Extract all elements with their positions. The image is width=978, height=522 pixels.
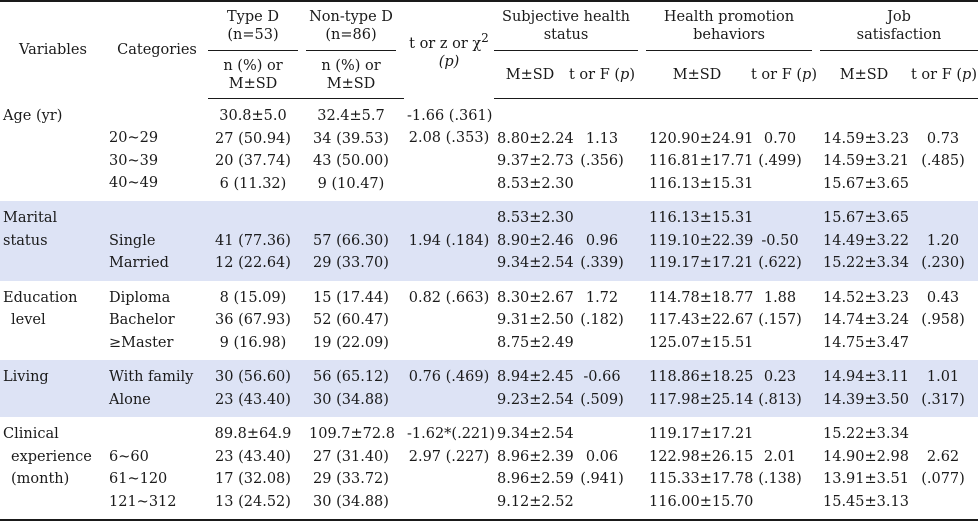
cell-subj-msd: 8.94±2.45 9.23±2.54: [494, 360, 574, 417]
cell-subj-tf: 0.96 (.339): [566, 201, 638, 281]
cell-subj-msd: 8.30±2.67 9.31±2.50 8.75±2.49: [497, 289, 574, 351]
cell-category: Diploma Bachelor ≥Master: [109, 289, 175, 351]
cell-non-type-d: 56 (65.12) 30 (34.88): [306, 360, 396, 417]
table-header: Variables Categories Type D (n=53) Non-ty…: [0, 0, 978, 99]
cell-job-msd: 15.67±3.65 14.49±3.22 15.22±3.34: [820, 201, 909, 281]
header-categories: Categories: [106, 0, 208, 99]
cell-job-tf: 1.20 (.230): [908, 201, 978, 281]
cell-category: 20~29 30~39 40~49: [109, 130, 159, 191]
cell-non-type-d: 57 (66.30) 29 (33.70): [306, 201, 396, 281]
cell-hpb-msd: 114.78±18.77 117.43±22.67 125.07±15.51: [649, 289, 754, 351]
cell-subj-msd: 8.53±2.30 8.90±2.46 9.34±2.54: [494, 201, 574, 281]
cell-job-tf: 1.01 (.317): [908, 360, 978, 417]
cell-type-d: 89.8±64.9 23 (43.40) 17 (32.08) 13 (24.52): [208, 417, 298, 521]
header-test-stat: t or z or χ2 (p): [404, 0, 494, 99]
cell-test-stat: -1.66 (.361) 2.08 (.353): [407, 107, 493, 147]
cell-job-msd: 14.94±3.11 14.39±3.50: [820, 360, 909, 417]
subheader-job-msd: M±SD: [820, 50, 908, 99]
cell-hpb-msd: 119.17±17.21 122.98±26.15 115.33±17.78 116.…: [646, 417, 753, 521]
cell-test-stat: -1.62*(.221) 2.97 (.227): [404, 417, 495, 521]
cell-category: 6~60 61~120 121~312: [106, 417, 208, 521]
cell-test-stat: 0.76 (.469): [404, 360, 494, 417]
cell-job-msd: 15.22±3.34 14.90±2.98 13.91±3.51 15.45±3.13: [820, 417, 909, 521]
table-row: Education level Diploma Bachelor ≥Master 8 (1…: [0, 281, 978, 361]
cell-job-msd: 14.52±3.23 14.74±3.24 14.75±3.47: [823, 289, 909, 351]
subheader-hpb-msd: M±SD: [646, 50, 748, 99]
cell-job-tf: 2.62 (.077): [908, 417, 978, 521]
cell-type-d: 41 (77.36) 12 (22.64): [208, 201, 298, 281]
header-job-satisfaction: Job satisfaction: [820, 0, 978, 51]
table-body: Age (yr) 20~29 30~39 40~49 30.8±5.0 27 (50.9…: [0, 99, 978, 521]
cell-job-tf: 0.43 (.958): [921, 289, 965, 329]
cell-variable: Marital status: [0, 201, 106, 281]
header-variables: Variables: [0, 0, 106, 99]
cell-subj-tf: -0.66 (.509): [566, 360, 638, 417]
cell-non-type-d: 32.4±5.7 34 (39.53) 43 (50.00) 9 (10.47): [313, 108, 389, 192]
cell-type-d: 8 (15.09) 36 (67.93) 9 (16.98): [215, 289, 291, 351]
cell-hpb-tf: 0.23 (.813): [748, 360, 812, 417]
cell-hpb-tf: 2.01 (.138): [748, 417, 812, 521]
cell-hpb-msd: 118.86±18.25 117.98±25.14: [646, 360, 753, 417]
subheader-subj-tf: t or F (p): [566, 50, 638, 99]
cell-subj-msd: 9.34±2.54 8.96±2.39 8.96±2.59 9.12±2.52: [494, 417, 574, 521]
cell-variable: Clinical experience (month): [0, 417, 106, 521]
cell-hpb-tf: 0.70 (.499): [758, 130, 802, 170]
cell-non-type-d: 15 (17.44) 52 (60.47) 19 (22.09): [313, 289, 389, 351]
table-row: Age (yr) 20~29 30~39 40~49 30.8±5.0 27 (50.9…: [0, 99, 978, 202]
subheader-type-d-npct: n (%) or M±SD: [208, 50, 298, 99]
cell-job-msd: 14.59±3.23 14.59±3.21 15.67±3.65: [823, 130, 909, 192]
cell-test-stat: 0.82 (.663): [408, 289, 490, 306]
cell-subj-tf: 1.13 (.356): [580, 130, 624, 170]
cell-variable: Education level: [3, 289, 78, 329]
cell-non-type-d: 109.7±72.8 27 (31.40) 29 (33.72) 30 (34.88): [306, 417, 396, 521]
cell-category: With family Alone: [106, 360, 208, 417]
cell-subj-tf: 1.72 (.182): [580, 289, 624, 329]
cell-test-stat: 1.94 (.184): [404, 201, 494, 281]
cell-type-d: 30.8±5.0 27 (50.94) 20 (37.74) 6 (11.32): [215, 108, 291, 192]
cell-hpb-msd: 116.13±15.31 119.10±22.39 119.17±17.21: [646, 201, 753, 281]
table-row: Living With family Alone 30 (56.60) 23 (43.4…: [0, 360, 978, 417]
cell-hpb-tf: -0.50 (.622): [748, 201, 812, 281]
cell-variable: Age (yr): [3, 107, 63, 124]
table-row: Clinical experience (month) 6~60 61~120 121~…: [0, 417, 978, 521]
header-subjective-health: Subjective health status: [494, 0, 638, 51]
cell-category: Single Married: [106, 201, 208, 281]
subheader-non-type-d-npct: n (%) or M±SD: [306, 50, 396, 99]
subheader-job-tf: t or F (p): [908, 50, 978, 99]
table-row: Marital status Single Married 41 (77.36) 12…: [0, 201, 978, 281]
header-type-d: Type D (n=53): [208, 0, 298, 51]
header-non-type-d: Non-type D (n=86): [306, 0, 396, 51]
cell-subj-msd: 8.80±2.24 9.37±2.73 8.53±2.30: [497, 130, 574, 192]
header-health-promotion: Health promotion behaviors: [646, 0, 812, 51]
subheader-hpb-tf: t or F (p): [748, 50, 817, 99]
cell-variable: Living: [0, 360, 106, 417]
cell-hpb-msd: 120.90±24.91 116.81±17.71 116.13±15.31: [649, 130, 754, 192]
cell-hpb-tf: 1.88 (.157): [758, 289, 802, 329]
subheader-subj-msd: M±SD: [494, 50, 566, 99]
cell-type-d: 30 (56.60) 23 (43.40): [208, 360, 298, 417]
cell-subj-tf: 0.06 (.941): [566, 417, 638, 521]
cell-job-tf: 0.73 (.485): [921, 130, 965, 170]
